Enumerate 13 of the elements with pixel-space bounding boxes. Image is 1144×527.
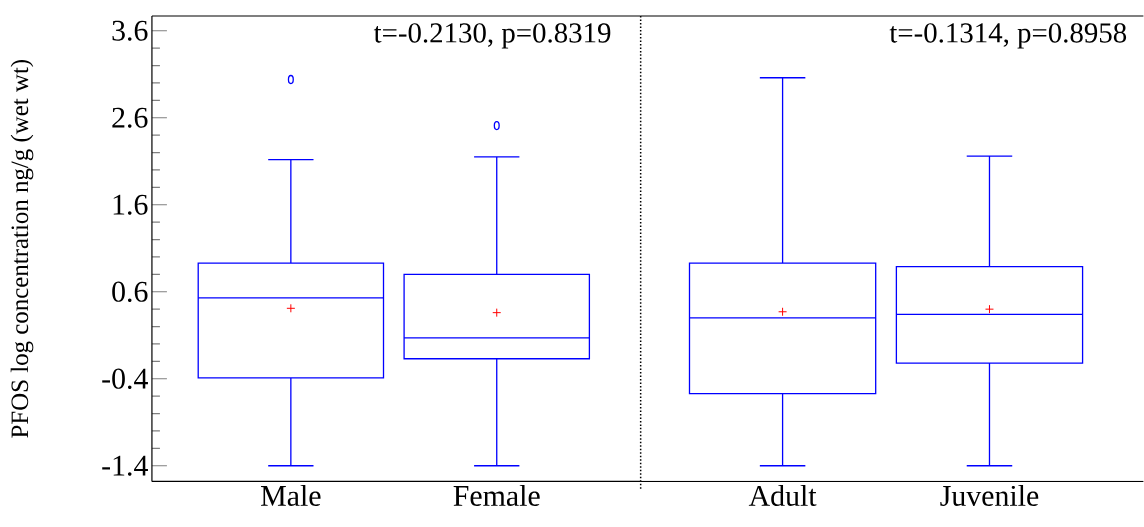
y-tick-label: 2.6 xyxy=(112,107,148,128)
y-tick-label: -0.4 xyxy=(102,368,148,390)
y-tick-label: 3.6 xyxy=(112,20,148,41)
y-axis-title: PFOS log concentration ng/g (wet wt) xyxy=(10,60,34,438)
y-tick-label: -1.4 xyxy=(102,455,148,476)
y-tick-label: 0.6 xyxy=(112,281,148,303)
annotation: t=-0.1314, p=0.8958 xyxy=(889,23,1127,49)
x-tick-label: Male xyxy=(261,485,321,507)
annotation: t=-0.2130, p=0.8319 xyxy=(373,23,611,49)
y-tick-label: 1.6 xyxy=(113,194,148,216)
x-tick-label: Juvenile xyxy=(940,485,1039,507)
x-tick-label: Adult xyxy=(748,485,817,507)
x-tick-label: Female xyxy=(453,485,540,507)
